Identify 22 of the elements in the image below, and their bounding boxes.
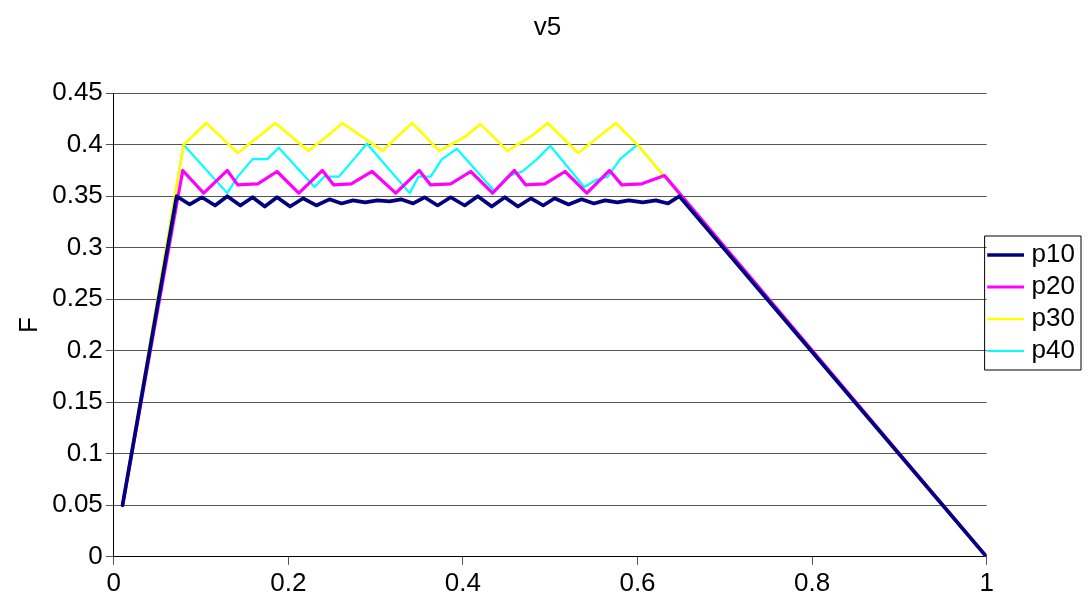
legend-label: p20 <box>1031 270 1076 301</box>
x-tick-label: 0 <box>106 566 122 597</box>
y-tick-label: 0.4 <box>66 127 103 158</box>
y-tick-label: 0.05 <box>52 488 103 519</box>
y-tick-label: 0.45 <box>52 76 103 107</box>
x-tick-label: 0.2 <box>270 566 307 597</box>
y-tick-label: 0 <box>88 539 103 570</box>
x-tick-label: 1 <box>979 566 994 597</box>
y-tick-label: 0.1 <box>66 436 103 467</box>
chart-title: v5 <box>533 10 562 41</box>
y-axis-title: F <box>12 317 43 333</box>
x-tick-label: 0.4 <box>444 566 482 597</box>
legend-label: p10 <box>1031 238 1076 269</box>
y-tick-label: 0.35 <box>52 179 103 210</box>
y-tick-label: 0.15 <box>52 385 103 416</box>
y-tick-label: 0.25 <box>52 282 103 313</box>
legend-label: p40 <box>1031 334 1076 365</box>
y-tick-label: 0.2 <box>66 333 103 364</box>
legend-label: p30 <box>1031 302 1076 333</box>
x-tick-label: 0.6 <box>619 566 656 597</box>
y-tick-label: 0.3 <box>66 230 103 261</box>
x-tick-label: 0.8 <box>793 566 831 597</box>
